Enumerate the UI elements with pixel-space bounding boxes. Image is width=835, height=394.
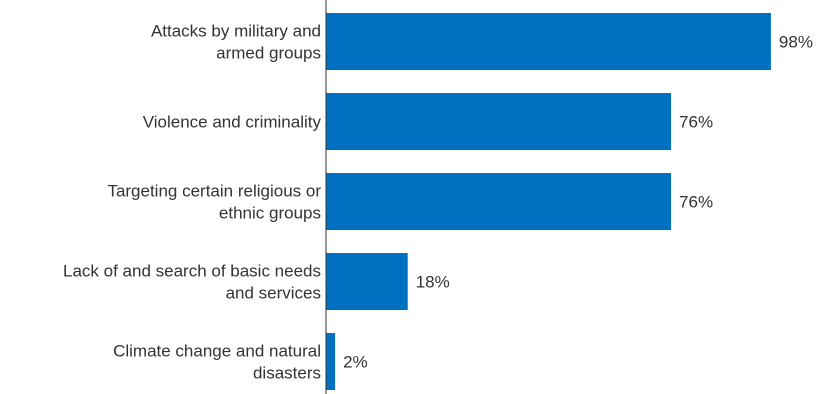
category-label: Attacks by military and — [151, 22, 321, 41]
bar — [326, 93, 672, 150]
value-label: 98% — [779, 33, 813, 52]
value-label: 76% — [679, 113, 713, 132]
value-label: 76% — [679, 193, 713, 212]
value-label: 18% — [416, 273, 450, 292]
category-label: Targeting certain religious or — [107, 182, 321, 201]
category-label: Lack of and search of basic needs — [63, 262, 321, 281]
bar — [326, 13, 771, 70]
category-label: Climate change and natural — [113, 342, 321, 361]
bar — [326, 333, 336, 390]
category-label: Violence and criminality — [143, 113, 322, 132]
category-label: ethnic groups — [219, 204, 321, 223]
category-label: and services — [226, 284, 321, 303]
bar — [326, 173, 672, 230]
category-label: disasters — [253, 364, 321, 383]
value-label: 2% — [343, 353, 368, 372]
bar — [326, 253, 408, 310]
category-label: armed groups — [216, 44, 321, 63]
